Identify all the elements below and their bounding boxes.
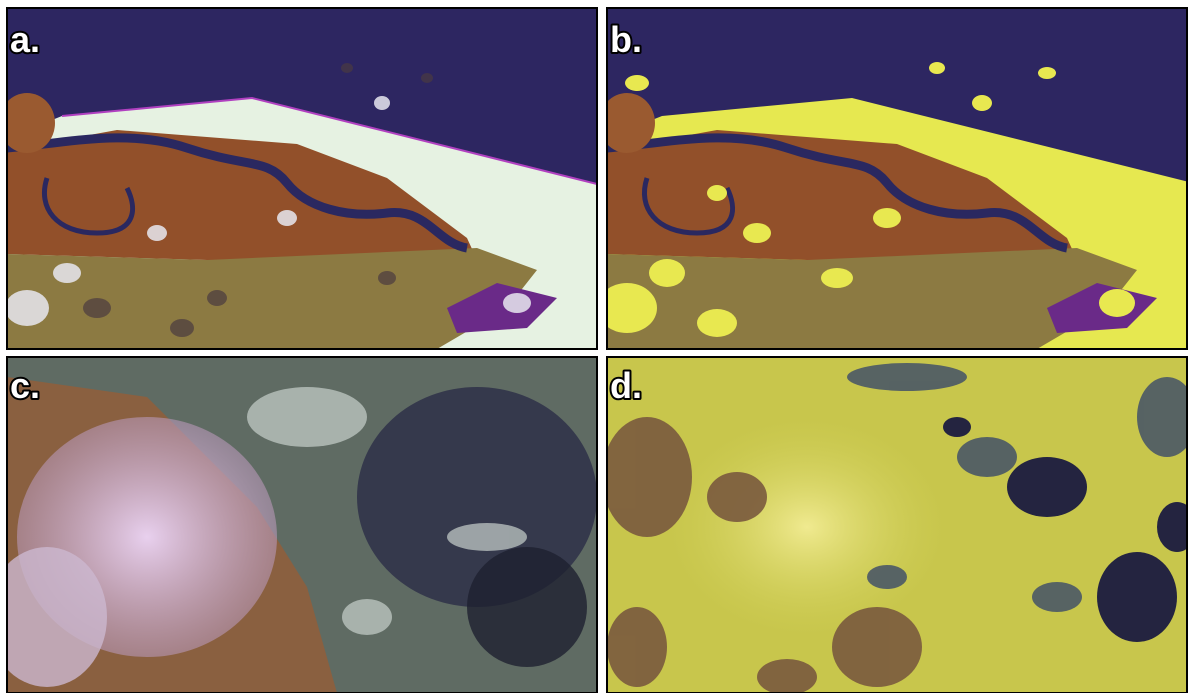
river (607, 133, 1069, 253)
panel-label: c. (10, 365, 40, 406)
clouds (7, 96, 531, 326)
panel-d (607, 357, 1188, 693)
clear-patches (847, 363, 1188, 612)
land (7, 93, 55, 153)
panel-frame (6, 356, 598, 693)
cloud (7, 547, 107, 687)
cloud-mask (667, 417, 947, 637)
panel-label: a. (10, 19, 40, 60)
panel-a (7, 8, 597, 349)
land (607, 417, 922, 693)
panel-b (607, 8, 1188, 349)
panel-frame (606, 7, 1188, 350)
water (943, 417, 1188, 642)
panel-frame (606, 356, 1188, 693)
panel-c (7, 357, 597, 693)
cloud-mask (607, 62, 1135, 337)
river (41, 177, 135, 236)
shoreline (61, 96, 597, 185)
panel-label: b. (610, 19, 642, 60)
river (641, 177, 735, 236)
land (607, 93, 655, 153)
land (607, 130, 1077, 270)
cloud-shadows (83, 63, 433, 337)
river (7, 133, 469, 253)
panel-frame (6, 7, 598, 350)
marsh (447, 283, 557, 333)
panel-label: d. (610, 365, 642, 406)
lowland (607, 248, 1137, 349)
lowland (7, 248, 537, 349)
water (467, 547, 587, 667)
clouds (247, 387, 527, 635)
land (7, 130, 477, 270)
